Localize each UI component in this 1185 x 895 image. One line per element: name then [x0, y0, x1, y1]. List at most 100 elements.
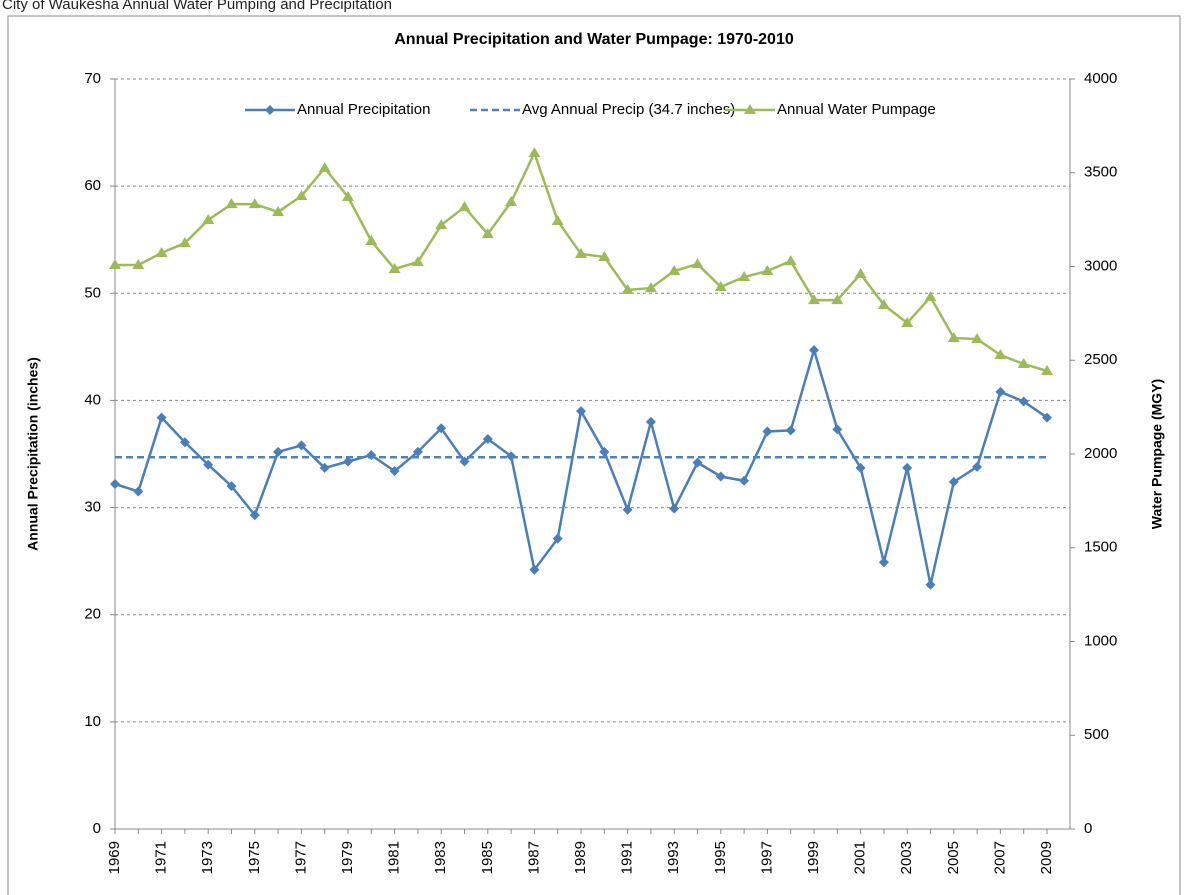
point	[832, 424, 843, 435]
point	[645, 416, 656, 427]
y-tick-label: 40	[84, 391, 101, 408]
point	[225, 198, 238, 209]
legend-label: Avg Annual Precip (34.7 inches)	[522, 101, 735, 118]
point	[273, 446, 284, 457]
point	[692, 457, 703, 468]
point	[342, 190, 354, 201]
point	[435, 219, 448, 230]
point	[855, 462, 866, 473]
point	[552, 533, 563, 544]
y-tick-label: 10	[84, 713, 101, 730]
y2-tick-label: 2000	[1084, 445, 1117, 462]
point	[622, 504, 633, 515]
x-tick-label: 1985	[479, 841, 496, 874]
point	[203, 459, 214, 470]
point	[1042, 412, 1052, 423]
point	[436, 423, 447, 434]
x-tick-label: 1981	[386, 841, 403, 874]
point	[458, 201, 471, 212]
point	[738, 271, 751, 281]
x-tick-label: 1969	[106, 841, 123, 874]
x-tick-label: 2009	[1038, 841, 1055, 874]
x-tick-label: 1993	[665, 841, 682, 874]
point	[599, 446, 610, 457]
point	[1017, 358, 1030, 368]
point	[132, 259, 145, 269]
point	[669, 503, 680, 514]
y2-tick-label: 0	[1084, 820, 1092, 837]
point	[265, 105, 275, 115]
point	[388, 262, 401, 273]
point	[715, 471, 726, 482]
x-tick-label: 2001	[852, 841, 869, 874]
y-tick-label: 30	[84, 499, 101, 516]
point	[762, 426, 773, 437]
point	[994, 349, 1007, 359]
y2-tick-label: 1500	[1084, 539, 1117, 556]
point	[481, 228, 494, 239]
point	[248, 198, 261, 209]
x-tick-label: 1977	[292, 841, 309, 874]
point	[598, 250, 611, 261]
point	[202, 214, 215, 224]
x-tick-label: 1999	[805, 841, 822, 874]
point	[296, 440, 307, 451]
point	[343, 456, 353, 467]
point	[1018, 396, 1029, 407]
y2-tick-label: 500	[1084, 726, 1109, 743]
point	[179, 437, 190, 448]
y2-tick-label: 3500	[1084, 164, 1117, 181]
point	[505, 196, 518, 206]
point	[482, 434, 493, 444]
point	[971, 333, 984, 344]
point	[621, 283, 634, 294]
point	[761, 265, 774, 275]
point	[784, 255, 797, 266]
x-tick-label: 1989	[572, 841, 589, 874]
point	[809, 345, 819, 356]
point	[714, 280, 727, 291]
y-tick-label: 20	[84, 606, 101, 623]
y-axis-title: Annual Precipitation (inches)	[25, 357, 41, 551]
point	[528, 147, 541, 158]
y2-axis-title: Water Pumpage (MGY)	[1149, 379, 1165, 529]
y2-tick-label: 4000	[1084, 70, 1117, 87]
point	[831, 294, 844, 305]
point	[744, 104, 756, 114]
point	[109, 259, 121, 269]
x-tick-label: 2003	[898, 841, 915, 874]
point	[249, 510, 260, 521]
point	[877, 298, 890, 309]
legend-label: Annual Precipitation	[297, 101, 430, 118]
point	[459, 456, 470, 467]
point	[668, 265, 681, 275]
x-tick-label: 2007	[991, 841, 1008, 874]
chart-frame	[7, 15, 1181, 895]
point	[411, 256, 424, 266]
point	[1041, 364, 1053, 375]
x-tick-label: 1973	[199, 841, 216, 874]
point	[389, 466, 400, 477]
point	[178, 237, 191, 248]
x-tick-label: 1979	[339, 841, 356, 874]
point	[925, 579, 936, 590]
y-tick-label: 70	[84, 70, 101, 87]
x-tick-label: 1975	[246, 841, 263, 874]
x-tick-label: 1983	[432, 841, 449, 874]
point	[854, 268, 867, 278]
page-title: City of Waukesha Annual Water Pumping an…	[2, 0, 392, 13]
point	[691, 258, 704, 269]
y2-tick-label: 2500	[1084, 351, 1117, 368]
point	[575, 247, 587, 258]
point	[901, 316, 914, 327]
point	[319, 462, 330, 473]
x-tick-label: 2005	[945, 841, 962, 874]
y2-tick-label: 3000	[1084, 257, 1117, 274]
point	[924, 291, 937, 302]
y2-tick-label: 1000	[1084, 632, 1117, 649]
y-tick-label: 60	[84, 177, 101, 194]
point	[576, 406, 586, 417]
point	[226, 481, 237, 492]
point	[739, 475, 750, 486]
